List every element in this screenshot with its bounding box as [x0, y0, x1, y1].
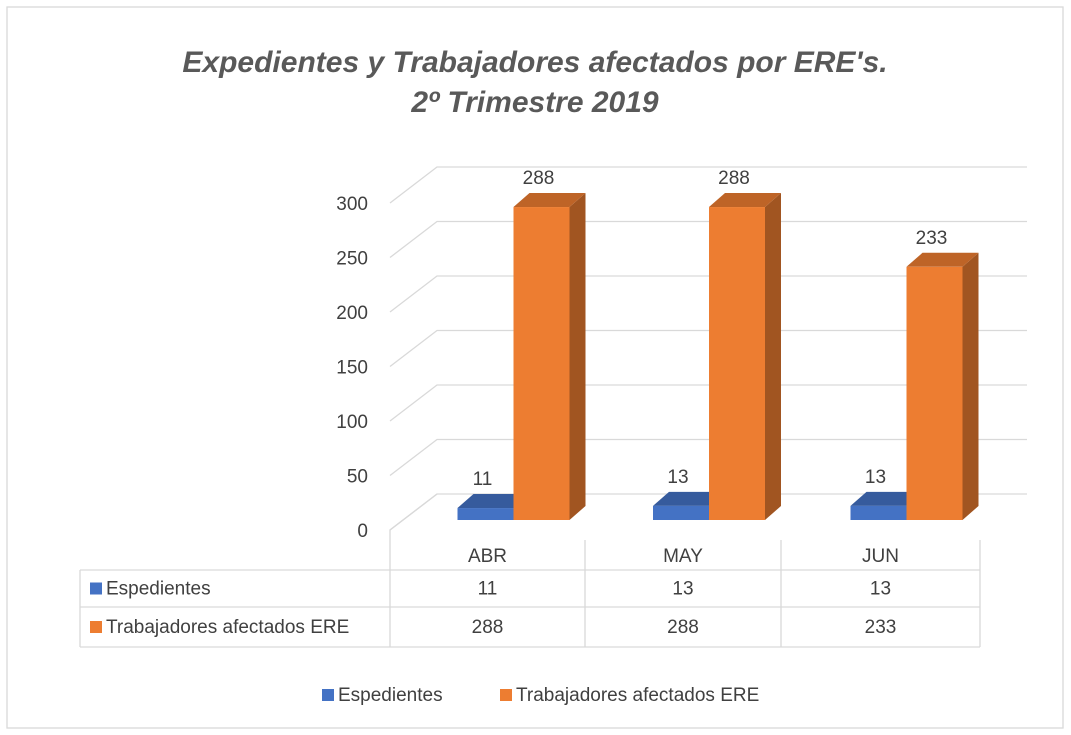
- y-tick-label: 0: [357, 521, 368, 542]
- table-row-header: Trabajadores afectados ERE: [106, 617, 349, 638]
- bar: [653, 505, 709, 520]
- chart-subtitle: 2º Trimestre 2019: [410, 86, 659, 119]
- bar-top: [653, 491, 725, 506]
- grid-line: [389, 166, 1027, 204]
- grid-line: [389, 329, 1027, 368]
- table-cell: 13: [870, 579, 891, 600]
- floor: [389, 493, 438, 540]
- data-label: 11: [473, 469, 493, 490]
- y-tick-label: 200: [336, 303, 368, 324]
- table-cell: 233: [865, 617, 897, 638]
- grid-line: [389, 275, 1027, 313]
- legend-key: [500, 689, 512, 701]
- bar-top: [513, 193, 586, 208]
- table-cell: 13: [672, 579, 693, 600]
- table-key: [90, 582, 102, 595]
- data-label: 13: [667, 467, 688, 488]
- bar-side: [962, 252, 979, 520]
- legend-label: Trabajadores afectados ERE: [516, 685, 759, 706]
- x-tick-label: JUN: [862, 546, 899, 567]
- table-cell: 288: [472, 617, 504, 638]
- bar-top: [709, 193, 781, 208]
- data-label: 233: [916, 228, 948, 249]
- chart-title: Expedientes y Trabajadores afectados por…: [182, 46, 887, 79]
- legend-label: Espedientes: [338, 685, 443, 706]
- y-tick-label: 150: [336, 358, 368, 379]
- bar: [513, 207, 570, 521]
- table-key: [90, 621, 102, 633]
- grid-line: [389, 220, 1027, 259]
- legend-key: [322, 689, 334, 701]
- bar: [850, 505, 907, 520]
- y-tick-label: 250: [336, 249, 368, 270]
- table-cell: 11: [478, 579, 498, 600]
- bar-top: [457, 494, 530, 509]
- bar: [457, 508, 514, 520]
- y-tick-label: 50: [347, 467, 368, 488]
- x-tick-label: ABR: [468, 546, 507, 567]
- bar-side: [765, 193, 781, 521]
- data-label: 13: [865, 467, 886, 488]
- table-row-header: Espedientes: [106, 579, 211, 600]
- x-tick-label: MAY: [663, 546, 703, 567]
- table-cell: 288: [667, 617, 699, 638]
- y-tick-label: 300: [336, 194, 368, 215]
- y-tick-label: 100: [336, 412, 368, 433]
- data-label: 288: [523, 168, 555, 189]
- bar-side: [569, 193, 586, 521]
- bar: [906, 266, 963, 520]
- grid-line: [389, 384, 1027, 422]
- data-label: 288: [718, 168, 750, 189]
- grid-line: [389, 438, 1027, 477]
- bar-top: [850, 491, 923, 506]
- bar-top: [906, 252, 979, 267]
- bar: [709, 207, 765, 521]
